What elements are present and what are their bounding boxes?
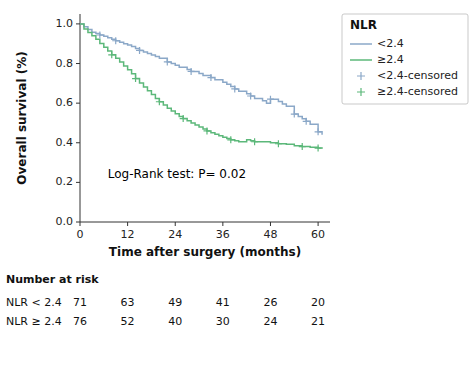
censor-mark xyxy=(108,51,115,58)
legend-marker xyxy=(357,88,365,96)
x-tick-label: 60 xyxy=(311,228,325,241)
risk-value: 21 xyxy=(311,315,325,328)
risk-value: 52 xyxy=(121,315,135,328)
y-tick xyxy=(76,182,80,183)
legend-label: <2.4 xyxy=(377,37,404,50)
censor-mark xyxy=(291,111,298,118)
y-axis-label: Overall survival (%) xyxy=(15,51,29,184)
x-tick-label: 12 xyxy=(121,228,135,241)
censor-mark xyxy=(112,37,119,44)
censor-mark xyxy=(164,58,171,65)
y-tick-label: 1.0 xyxy=(56,17,74,30)
x-tick-label: 0 xyxy=(77,228,84,241)
legend-frame xyxy=(342,14,468,104)
risk-value: 71 xyxy=(73,296,87,309)
y-axis-line xyxy=(80,14,81,222)
censor-mark xyxy=(267,96,274,103)
y-tick xyxy=(76,63,80,64)
chart-line: 0 12 24 36 48 60 0.0 0.2 0.4 0.6 0.8 1.0 Time after … xyxy=(0,0,474,365)
censor-mark xyxy=(231,85,238,92)
y-tick xyxy=(76,103,80,104)
censor-mark xyxy=(136,47,143,54)
risk-value: 63 xyxy=(121,296,135,309)
censor-marks xyxy=(96,31,321,135)
y-tick-label: 0.2 xyxy=(56,175,74,188)
x-tick-label: 24 xyxy=(168,228,182,241)
legend-title: NLR xyxy=(350,18,377,32)
risk-row-label: NLR < 2.4 xyxy=(6,296,62,309)
y-tick-label: 0.4 xyxy=(56,136,74,149)
y-tick xyxy=(76,23,80,24)
survival-curve xyxy=(80,24,322,149)
x-tick-label: 48 xyxy=(263,228,277,241)
censor-mark xyxy=(156,98,163,105)
censor-mark xyxy=(188,68,195,75)
annotation: Log-Rank test: P= 0.02 xyxy=(108,167,246,181)
censor-mark xyxy=(96,31,103,38)
tick-labels: 0 12 24 36 48 60 0.0 0.2 0.4 0.6 0.8 1.0 xyxy=(56,17,326,241)
risk-value: 40 xyxy=(168,315,182,328)
y-tick xyxy=(76,142,80,143)
legend: NLR<2.4 ≥2.4 <2.4-censored ≥2.4-censored xyxy=(342,14,468,104)
x-tick-label: 36 xyxy=(216,228,230,241)
legend-label: ≥2.4-censored xyxy=(377,85,458,98)
censor-mark xyxy=(203,127,210,134)
risk-value: 20 xyxy=(311,296,325,309)
x-tick xyxy=(318,222,319,226)
risk-value: 41 xyxy=(216,296,230,309)
risk-value: 76 xyxy=(73,315,87,328)
censor-mark xyxy=(132,75,139,82)
censor-mark xyxy=(315,145,322,152)
censor-mark xyxy=(207,74,214,81)
y-tick-label: 0.6 xyxy=(56,96,74,109)
censor-mark xyxy=(180,115,187,122)
x-tick xyxy=(222,222,223,226)
axes xyxy=(76,14,330,226)
legend-label: ≥2.4 xyxy=(377,53,404,66)
risk-value: 49 xyxy=(168,296,182,309)
x-tick xyxy=(80,222,81,226)
survival-curve xyxy=(80,24,322,135)
risk-row-label: NLR ≥ 2.4 xyxy=(6,315,62,328)
legend-line xyxy=(350,43,372,45)
x-axis-label: Time after surgery (months) xyxy=(109,245,301,259)
y-tick-label: 0.0 xyxy=(56,215,74,228)
legend-marker xyxy=(357,72,365,80)
x-tick xyxy=(175,222,176,226)
censor-mark xyxy=(275,140,282,147)
censor-marks xyxy=(108,51,321,151)
y-tick xyxy=(76,222,80,223)
x-axis-line xyxy=(80,222,330,223)
censor-mark xyxy=(251,138,258,145)
risk-value: 26 xyxy=(263,296,277,309)
censor-mark xyxy=(299,143,306,150)
censor-mark xyxy=(247,93,254,100)
censor-mark xyxy=(315,128,322,135)
risk-table: Number at risk NLR < 2.4 71 63 49 41 26 20 NLR ≥… xyxy=(6,273,325,328)
censor-mark xyxy=(303,118,310,125)
legend-label: <2.4-censored xyxy=(377,69,458,82)
x-tick xyxy=(127,222,128,226)
risk-table-title: Number at risk xyxy=(6,273,99,286)
legend-line xyxy=(350,59,372,61)
censor-mark xyxy=(227,136,234,143)
y-tick-label: 0.8 xyxy=(56,57,74,70)
x-tick xyxy=(270,222,271,226)
risk-value: 30 xyxy=(216,315,230,328)
plot-area xyxy=(80,24,322,152)
risk-value: 24 xyxy=(263,315,277,328)
